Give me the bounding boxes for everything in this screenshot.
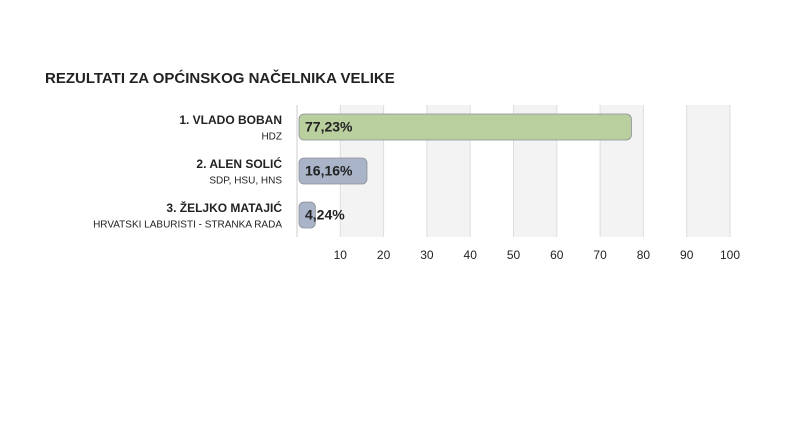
value-label: 16,16% (305, 163, 353, 179)
category-label: 2. ALEN SOLIĆ (196, 156, 282, 171)
party-label: HDZ (261, 132, 282, 143)
party-label: HRVATSKI LABURISTI - STRANKA RADA (93, 220, 282, 231)
chart-title: REZULTATI ZA OPĆINSKOG NAČELNIKA VELIKE (45, 69, 395, 87)
x-tick-label: 60 (550, 248, 564, 262)
value-label: 77,23% (305, 119, 353, 135)
x-tick-label: 40 (464, 248, 478, 262)
category-label: 3. ŽELJKO MATAJIĆ (166, 200, 282, 215)
bar (298, 113, 632, 141)
party-label: SDP, HSU, HNS (209, 176, 282, 187)
bar (298, 201, 316, 229)
x-tick-label: 10 (334, 248, 348, 262)
value-label: 4,24% (305, 207, 345, 223)
x-tick-label: 100 (720, 248, 740, 262)
x-tick-label: 50 (507, 248, 521, 262)
x-tick-label: 30 (420, 248, 434, 262)
bar (298, 157, 368, 185)
grid-band (686, 105, 730, 237)
x-tick-label: 90 (680, 248, 694, 262)
x-tick-label: 20 (377, 248, 391, 262)
x-tick-label: 70 (593, 248, 607, 262)
x-tick-label: 80 (637, 248, 651, 262)
category-label: 1. VLADO BOBAN (179, 113, 282, 127)
